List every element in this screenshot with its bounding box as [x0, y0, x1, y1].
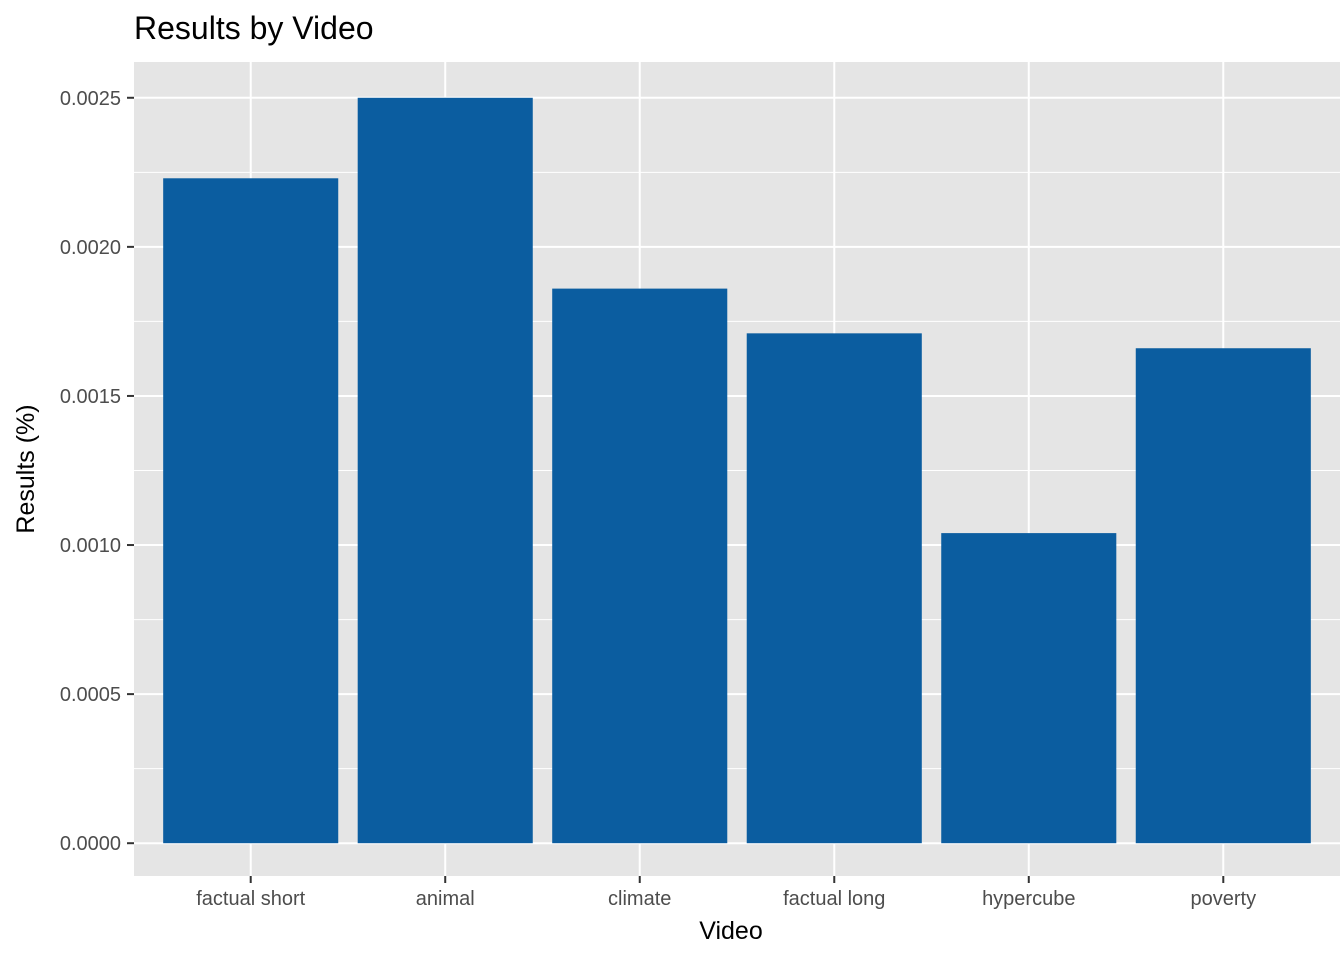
- bar-hypercube: [941, 533, 1117, 844]
- x-tick-label: hypercube: [982, 888, 1075, 910]
- x-axis-title: Video: [699, 917, 763, 945]
- x-tick-label: factual long: [783, 888, 885, 910]
- bars: [163, 97, 1311, 844]
- x-axis: factual short animal climate factual long hy…: [196, 876, 1256, 910]
- y-tick-label: 0.0015: [60, 386, 121, 408]
- bar-factual-short: [163, 178, 339, 844]
- y-tick-label: 0.0020: [60, 237, 121, 259]
- y-tick-label: 0.0010: [60, 535, 121, 557]
- bar-climate: [552, 288, 728, 844]
- x-tick-label: factual short: [196, 888, 305, 910]
- bar-poverty: [1135, 348, 1311, 844]
- y-tick-label: 0.0005: [60, 684, 121, 706]
- chart-title: Results by Video: [134, 10, 374, 46]
- bar-animal: [357, 97, 533, 844]
- y-tick-label: 0.0025: [60, 88, 121, 110]
- y-tick-label: 0.0000: [60, 833, 121, 855]
- y-axis-title: Results (%): [12, 404, 40, 533]
- y-axis: 0.0000 0.0005 0.0010 0.0015 0.0020 0.0025: [60, 88, 134, 855]
- bar-factual-long: [746, 333, 922, 844]
- x-tick-label: animal: [416, 888, 475, 910]
- x-tick-label: climate: [608, 888, 671, 910]
- x-tick-label: poverty: [1190, 888, 1256, 910]
